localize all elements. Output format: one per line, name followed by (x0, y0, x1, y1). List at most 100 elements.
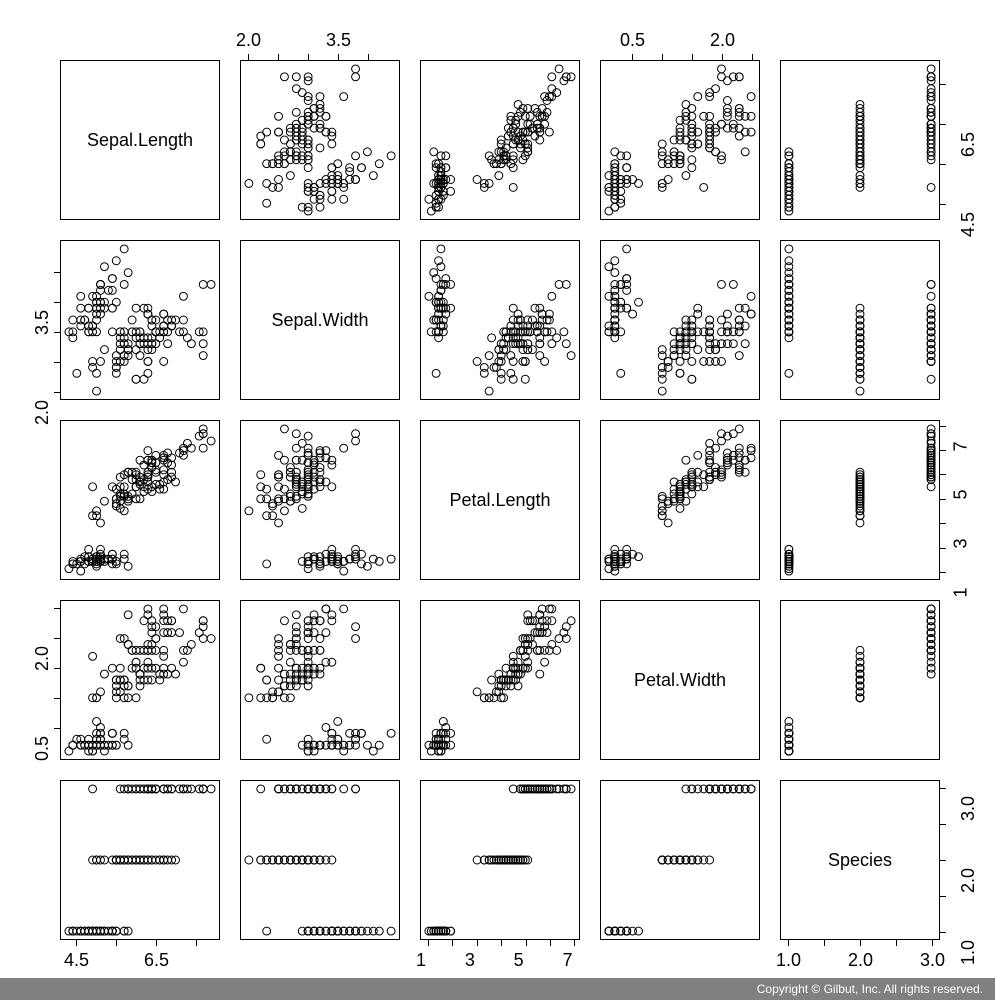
tick-mark-v (632, 54, 633, 60)
tick-mark-v (574, 940, 575, 946)
scatter-panel-Petal.Length-vs-Species (420, 780, 580, 940)
tick-mark-h (940, 499, 946, 500)
scatter-panel-Sepal.Length-vs-Sepal.Width (60, 240, 220, 400)
axis-tick-label: 4.5 (64, 950, 89, 971)
copyright-text: Copyright © Gilbut, Inc. All rights rese… (757, 982, 983, 996)
tick-mark-v (824, 940, 825, 946)
tick-mark-v (526, 940, 527, 946)
scatter-panel-Species-vs-Sepal.Length (780, 60, 940, 220)
tick-mark-v (368, 54, 369, 60)
axis-tick-label: 5 (514, 950, 524, 971)
axis-tick-label: 4.5 (958, 212, 979, 237)
axis-tick-label: 1 (951, 587, 972, 597)
scatter-panel-Sepal.Length-vs-Species (60, 780, 220, 940)
scatter-panel-Petal.Width-vs-Petal.Length (600, 420, 760, 580)
tick-mark-h (54, 728, 60, 729)
axis-tick-label: 3.5 (326, 30, 351, 51)
scatter-panel-Species-vs-Petal.Width (780, 600, 940, 760)
scatter-panel-Sepal.Length-vs-Petal.Length (60, 420, 220, 580)
tick-mark-h (940, 824, 946, 825)
tick-mark-v (76, 940, 77, 946)
tick-mark-v (788, 940, 789, 946)
tick-mark-h (54, 302, 60, 303)
tick-mark-v (662, 54, 663, 60)
tick-mark-v (550, 940, 551, 946)
tick-mark-h (54, 332, 60, 333)
tick-mark-v (452, 940, 453, 946)
tick-mark-v (278, 54, 279, 60)
scatter-panel-Species-vs-Petal.Length (780, 420, 940, 580)
axis-tick-label: 3 (465, 950, 475, 971)
tick-mark-h (940, 860, 946, 861)
tick-mark-v (338, 54, 339, 60)
tick-mark-v (860, 940, 861, 946)
scatter-panel-Sepal.Width-vs-Species (240, 780, 400, 940)
tick-mark-v (752, 54, 753, 60)
tick-mark-h (54, 668, 60, 669)
tick-mark-h (54, 638, 60, 639)
tick-mark-h (940, 474, 946, 475)
scatter-panel-Petal.Width-vs-Sepal.Length (600, 60, 760, 220)
tick-mark-h (940, 788, 946, 789)
scatter-panel-Petal.Width-vs-Species (600, 780, 760, 940)
scatter-panel-Petal.Length-vs-Sepal.Width (420, 240, 580, 400)
axis-tick-label: 7 (951, 441, 972, 451)
diag-label-Species: Species (780, 780, 940, 940)
diag-label-Petal.Width: Petal.Width (600, 600, 760, 760)
tick-mark-h (940, 84, 946, 85)
axis-tick-label: 5 (951, 490, 972, 500)
axis-tick-label: 0.5 (620, 30, 645, 51)
tick-mark-v (477, 940, 478, 946)
axis-tick-label: 3.5 (32, 310, 53, 335)
axis-tick-label: 1.0 (958, 940, 979, 965)
tick-mark-h (54, 362, 60, 363)
diag-label-Sepal.Width: Sepal.Width (240, 240, 400, 400)
scatter-panel-Sepal.Width-vs-Petal.Width (240, 600, 400, 760)
tick-mark-v (156, 940, 157, 946)
tick-mark-v (428, 940, 429, 946)
tick-mark-v (896, 940, 897, 946)
axis-tick-label: 3 (951, 539, 972, 549)
scatter-panel-Sepal.Width-vs-Sepal.Length (240, 60, 400, 220)
tick-mark-h (940, 426, 946, 427)
tick-mark-v (308, 54, 309, 60)
tick-mark-h (54, 272, 60, 273)
axis-tick-label: 2.0 (710, 30, 735, 51)
tick-mark-v (116, 940, 117, 946)
axis-tick-label: 6.5 (958, 132, 979, 157)
scatter-panel-Sepal.Length-vs-Petal.Width (60, 600, 220, 760)
tick-mark-h (940, 932, 946, 933)
tick-mark-h (54, 698, 60, 699)
tick-mark-h (940, 572, 946, 573)
tick-mark-h (940, 164, 946, 165)
tick-mark-v (692, 54, 693, 60)
tick-mark-h (54, 392, 60, 393)
scatter-panel-Species-vs-Sepal.Width (780, 240, 940, 400)
tick-mark-v (932, 940, 933, 946)
axis-tick-label: 0.5 (32, 736, 53, 761)
scatter-panel-Petal.Width-vs-Sepal.Width (600, 240, 760, 400)
tick-mark-h (940, 450, 946, 451)
axis-tick-label: 2.0 (32, 646, 53, 671)
scatter-panel-Petal.Length-vs-Sepal.Length (420, 60, 580, 220)
axis-tick-label: 1.0 (776, 950, 801, 971)
axis-tick-label: 2.0 (848, 950, 873, 971)
tick-mark-v (196, 940, 197, 946)
tick-mark-h (940, 124, 946, 125)
tick-mark-v (722, 54, 723, 60)
axis-tick-label: 2.0 (236, 30, 261, 51)
diag-label-Sepal.Length: Sepal.Length (60, 60, 220, 220)
axis-tick-label: 7 (562, 950, 572, 971)
tick-mark-h (940, 896, 946, 897)
tick-mark-v (501, 940, 502, 946)
tick-mark-h (940, 548, 946, 549)
tick-mark-h (940, 204, 946, 205)
scatter-panel-Petal.Length-vs-Petal.Width (420, 600, 580, 760)
tick-mark-h (940, 523, 946, 524)
axis-tick-label: 1 (416, 950, 426, 971)
axis-tick-label: 6.5 (144, 950, 169, 971)
axis-tick-label: 3.0 (920, 950, 945, 971)
scatter-panel-Sepal.Width-vs-Petal.Length (240, 420, 400, 580)
diag-label-Petal.Length: Petal.Length (420, 420, 580, 580)
tick-mark-h (54, 608, 60, 609)
